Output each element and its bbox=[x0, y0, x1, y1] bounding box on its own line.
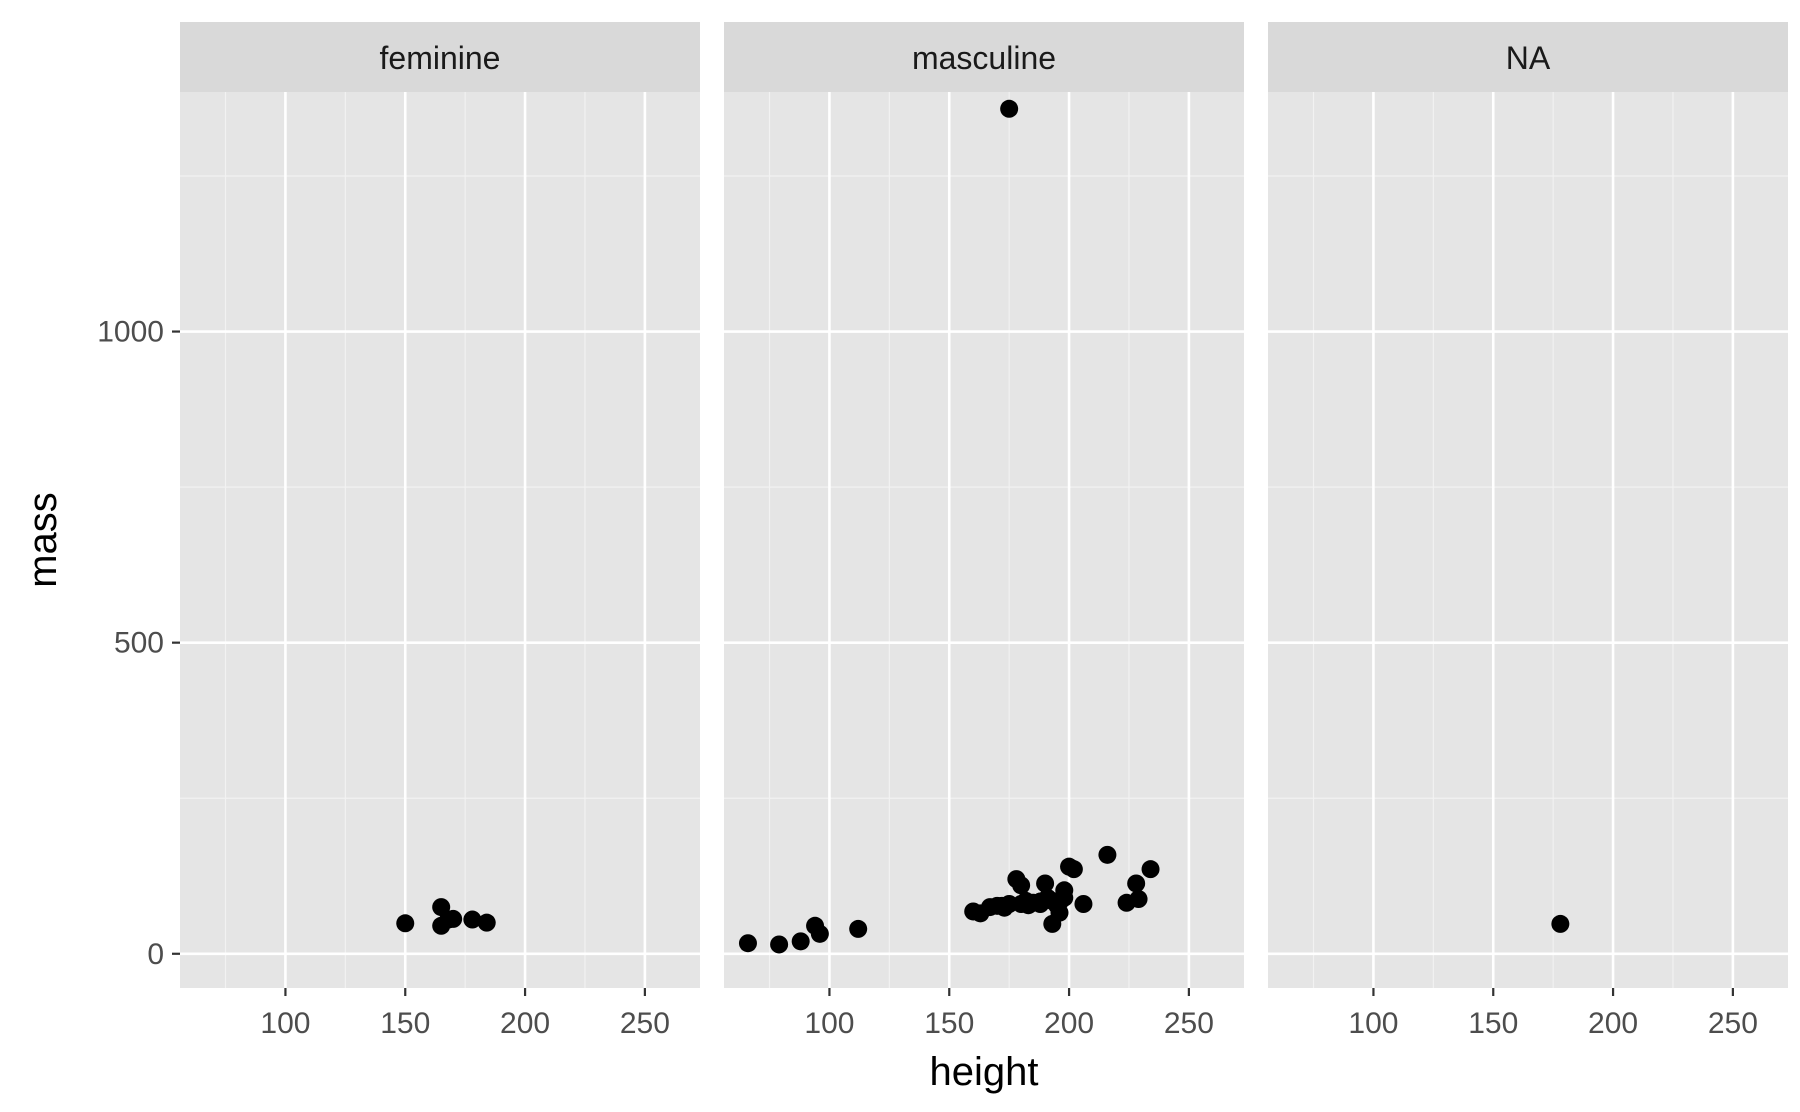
data-point bbox=[444, 909, 463, 928]
data-point bbox=[1129, 890, 1148, 909]
x-tick-label: 100 bbox=[804, 1007, 854, 1040]
data-point bbox=[738, 934, 757, 953]
facet-strip bbox=[1268, 22, 1788, 92]
data-point bbox=[810, 924, 829, 943]
data-point bbox=[396, 914, 415, 933]
data-point bbox=[1127, 874, 1146, 893]
data-point bbox=[477, 913, 496, 932]
data-point bbox=[1141, 860, 1160, 879]
data-point bbox=[1074, 895, 1093, 913]
facet-panel-na: NA 100 150 200 250 bbox=[1268, 22, 1788, 1040]
panel-background bbox=[1268, 92, 1788, 988]
facet-strip-label: masculine bbox=[912, 40, 1056, 76]
data-point bbox=[1098, 845, 1117, 864]
x-tick-label: 150 bbox=[924, 1007, 974, 1040]
x-tick-label: 200 bbox=[1044, 1007, 1094, 1040]
x-tick-label: 150 bbox=[380, 1007, 430, 1040]
x-tick-label: 250 bbox=[1708, 1007, 1758, 1040]
facet-strip bbox=[724, 22, 1244, 92]
panel-background bbox=[180, 92, 700, 988]
panel-background bbox=[724, 92, 1244, 988]
data-point bbox=[1064, 860, 1083, 879]
y-tick-label: 1000 bbox=[97, 316, 164, 349]
data-point bbox=[1551, 914, 1570, 933]
data-point bbox=[770, 935, 789, 954]
y-axis: 0 500 1000 bbox=[97, 316, 180, 971]
facet-panel-feminine: feminine 100 150 200 250 bbox=[180, 22, 700, 1040]
x-tick-label: 100 bbox=[1348, 1007, 1398, 1040]
data-point bbox=[849, 919, 868, 938]
facet-panels: feminine 100 150 200 250 masculine 100 150 200 25… bbox=[180, 22, 1788, 1040]
x-tick-label: 200 bbox=[1588, 1007, 1638, 1040]
facet-strip bbox=[180, 22, 700, 92]
data-point bbox=[463, 910, 482, 929]
x-tick-label: 200 bbox=[500, 1007, 550, 1040]
data-point bbox=[1036, 874, 1055, 893]
y-axis-title: mass bbox=[21, 492, 65, 588]
x-tick-label: 250 bbox=[620, 1007, 670, 1040]
facet-strip-label: NA bbox=[1506, 40, 1551, 76]
data-point bbox=[1055, 888, 1074, 907]
data-point bbox=[1012, 876, 1031, 895]
data-point bbox=[791, 932, 810, 951]
x-tick-label: 150 bbox=[1468, 1007, 1518, 1040]
x-axis-title: height bbox=[930, 1050, 1039, 1094]
data-point bbox=[1000, 99, 1019, 118]
x-tick-label: 250 bbox=[1164, 1007, 1214, 1040]
facet-strip-label: feminine bbox=[380, 40, 501, 76]
y-tick-label: 500 bbox=[114, 627, 164, 660]
x-tick-label: 100 bbox=[260, 1007, 310, 1040]
facet-panel-masculine: masculine 100 150 200 250 bbox=[724, 22, 1244, 1040]
y-tick-label: 0 bbox=[147, 938, 164, 971]
